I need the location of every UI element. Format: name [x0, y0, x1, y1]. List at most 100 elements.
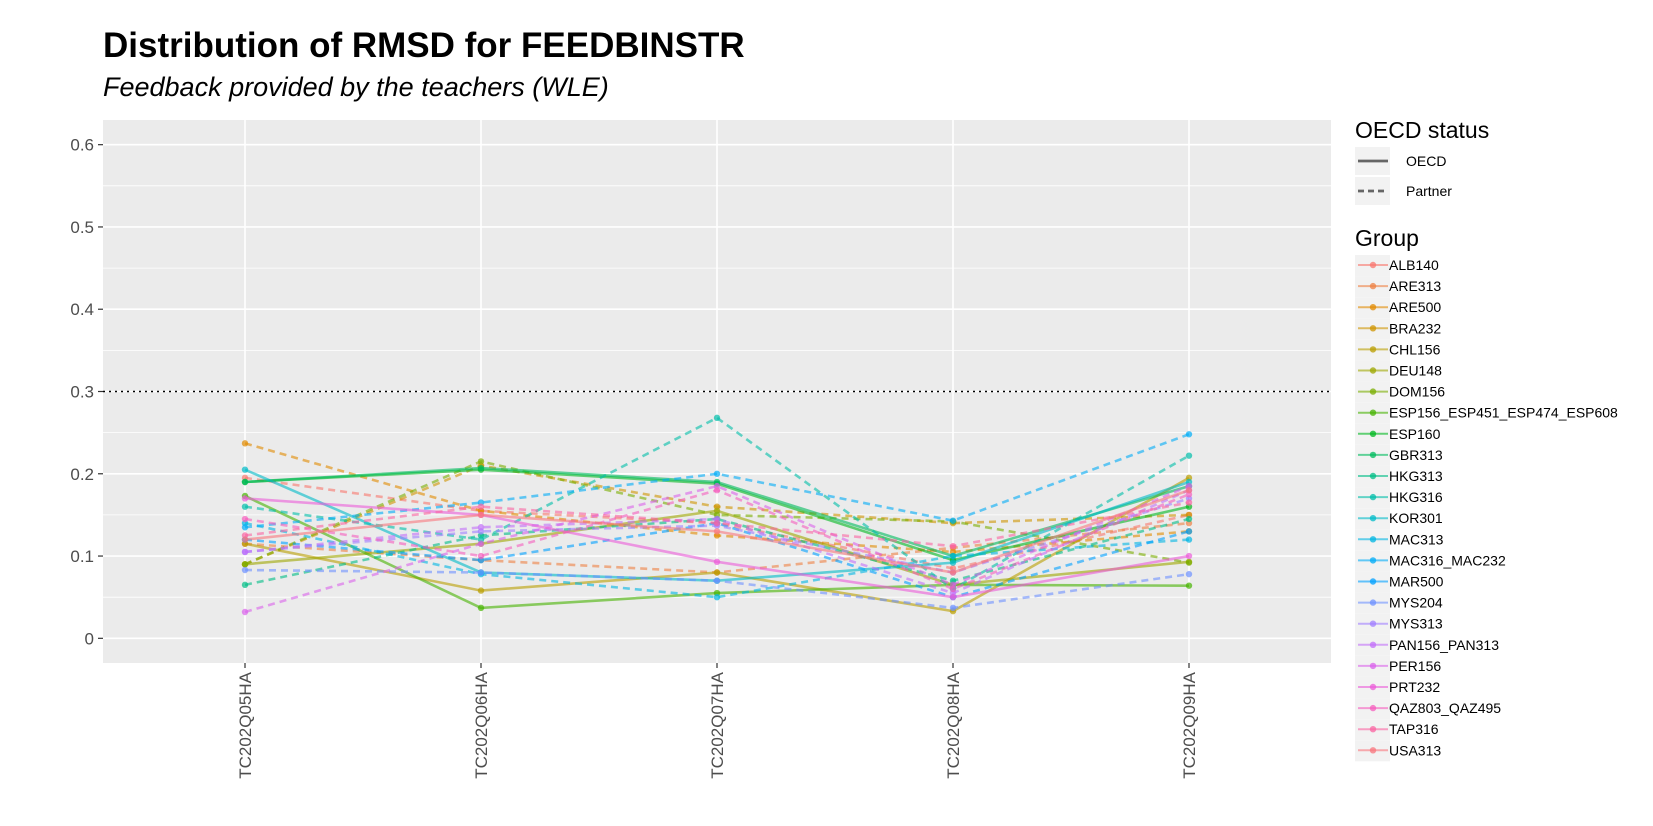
data-point-MAC313 — [1185, 536, 1193, 543]
legend-label-CHL156: CHL156 — [1389, 341, 1441, 357]
data-point-PAN156_PAN313 — [241, 548, 249, 556]
legend-label-MYS313: MYS313 — [1389, 616, 1443, 632]
legend-key-point-ESP160 — [1369, 430, 1377, 437]
data-point-PER156 — [477, 540, 485, 547]
legend-key-point-MYS204 — [1369, 599, 1377, 606]
x-tick-label: TC202Q05HA — [236, 671, 255, 778]
y-tick-label: 0.6 — [70, 136, 94, 155]
legend-key-point-HKG313 — [1369, 472, 1377, 480]
data-point-MAC313 — [713, 593, 721, 601]
legend-key-point-ALB140 — [1369, 261, 1377, 269]
series-line-MAC316_MAC232 — [244, 433, 1190, 529]
data-point-KOR301 — [949, 559, 957, 566]
data-point-HKG316 — [1185, 452, 1193, 459]
legend-key-point-KOR301 — [1369, 515, 1377, 522]
legend-label-MAC313: MAC313 — [1389, 531, 1444, 547]
legend-key-point-ESP156_ESP451_ESP474_ESP608 — [1369, 409, 1377, 416]
legend-key-point-MAR500 — [1369, 578, 1377, 585]
legend-key-point-MAC316_MAC232 — [1369, 557, 1377, 564]
data-point-GBR313 — [477, 464, 485, 472]
data-point-MAC316_MAC232 — [1185, 431, 1193, 438]
legend-label-OECD: OECD — [1406, 153, 1446, 169]
legend-key-point-DOM156 — [1369, 388, 1377, 395]
legend-key-point-HKG316 — [1369, 493, 1377, 501]
data-point-QAZ803_QAZ495 — [241, 515, 249, 523]
chart-subtitle: Feedback provided by the teachers (WLE) — [103, 72, 609, 102]
legend-label-ESP160: ESP160 — [1389, 426, 1441, 442]
series-lines — [241, 414, 1193, 616]
legend-label-MAR500: MAR500 — [1389, 574, 1444, 590]
data-point-DOM156 — [241, 561, 249, 568]
data-point-ESP156_ESP451_ESP474_ESP608 — [477, 604, 485, 612]
data-point-HKG316 — [713, 414, 721, 422]
x-tick-label: TC202Q08HA — [944, 671, 963, 778]
legend-label-DEU148: DEU148 — [1389, 363, 1442, 379]
legend-label-MAC316_MAC232: MAC316_MAC232 — [1389, 552, 1506, 568]
data-point-USA313 — [713, 528, 721, 535]
series-line-HKG316 — [244, 416, 1190, 591]
oecd-status-legend-title: OECD status — [1355, 117, 1489, 143]
legend-key-point-MAC313 — [1369, 536, 1377, 543]
legend-key-point-ARE313 — [1369, 282, 1377, 290]
legend-label-TAP316: TAP316 — [1389, 721, 1439, 737]
data-point-MYS204 — [949, 604, 957, 612]
legend-label-KOR301: KOR301 — [1389, 510, 1443, 526]
data-point-PRT232 — [713, 558, 721, 566]
data-point-PRT232 — [241, 495, 249, 502]
legend-label-ESP156_ESP451_ESP474_ESP608: ESP156_ESP451_ESP474_ESP608 — [1389, 405, 1618, 421]
chart-title: Distribution of RMSD for FEEDBINSTR — [103, 26, 745, 65]
data-point-DOM156 — [1185, 559, 1193, 566]
legend-label-ALB140: ALB140 — [1389, 257, 1439, 273]
legend-label-PER156: PER156 — [1389, 658, 1441, 674]
oecd-status-legend: OECD status OECD Partner — [1355, 117, 1489, 205]
x-tick-label: TC202Q07HA — [708, 671, 727, 778]
data-point-DOM156 — [477, 458, 485, 465]
group-legend-title: Group — [1355, 225, 1419, 251]
data-point-PAN156_PAN313 — [477, 524, 485, 531]
legend-label-PAN156_PAN313: PAN156_PAN313 — [1389, 637, 1499, 653]
legend-label-QAZ803_QAZ495: QAZ803_QAZ495 — [1389, 700, 1501, 716]
data-point-USA313 — [1185, 487, 1193, 494]
legend-key-point-USA313 — [1369, 747, 1377, 754]
data-point-MYS204 — [477, 569, 485, 576]
data-point-TAP316 — [949, 542, 957, 550]
data-point-MAC316_MAC232 — [713, 470, 721, 477]
y-tick-label: 0.1 — [70, 547, 94, 566]
data-point-HKG316 — [241, 503, 249, 510]
series-line-DOM156 — [244, 460, 1190, 566]
data-point-MYS204 — [1185, 570, 1193, 578]
data-point-CHL156 — [713, 569, 721, 576]
data-point-QAZ803_QAZ495 — [713, 487, 721, 494]
data-point-HKG313 — [1185, 515, 1193, 523]
y-tick-label: 0 — [85, 629, 94, 648]
legend-label-DOM156: DOM156 — [1389, 384, 1445, 400]
legend-key-point-TAP316 — [1369, 726, 1377, 733]
data-point-USA313 — [477, 511, 485, 519]
data-point-MYS204 — [241, 566, 249, 574]
legend-key-point-DEU148 — [1369, 367, 1377, 374]
data-point-QAZ803_QAZ495 — [477, 552, 485, 560]
x-axis: TC202Q05HA TC202Q06HA TC202Q07HA TC202Q08HA… — [236, 663, 1199, 779]
data-point-TAP316 — [1185, 499, 1193, 506]
legend-key-point-QAZ803_QAZ495 — [1369, 704, 1377, 712]
y-tick-label: 0.3 — [70, 383, 94, 402]
data-point-USA313 — [241, 536, 249, 543]
legend-label-ARE313: ARE313 — [1389, 278, 1441, 294]
legend-key-point-PRT232 — [1369, 683, 1377, 691]
data-point-MAC316_MAC232 — [241, 524, 249, 531]
legend-label-PRT232: PRT232 — [1389, 679, 1440, 695]
group-legend: Group ALB140 ARE313 ARE500 BRA232 CHL156 DEU1… — [1355, 225, 1618, 762]
legend-key-point-CHL156 — [1369, 346, 1377, 353]
data-point-PRT232 — [949, 593, 957, 601]
data-point-CHL156 — [477, 587, 485, 594]
legend-label-ARE500: ARE500 — [1389, 299, 1441, 315]
legend-key-point-PAN156_PAN313 — [1369, 641, 1377, 648]
data-point-ARE500 — [241, 440, 249, 447]
data-point-MYS204 — [713, 577, 721, 584]
data-point-MAC313 — [949, 552, 957, 560]
y-tick-label: 0.5 — [70, 218, 94, 237]
data-point-QAZ803_QAZ495 — [949, 585, 957, 593]
legend-label-GBR313: GBR313 — [1389, 447, 1443, 463]
legend-key-point-MYS313 — [1369, 620, 1377, 627]
